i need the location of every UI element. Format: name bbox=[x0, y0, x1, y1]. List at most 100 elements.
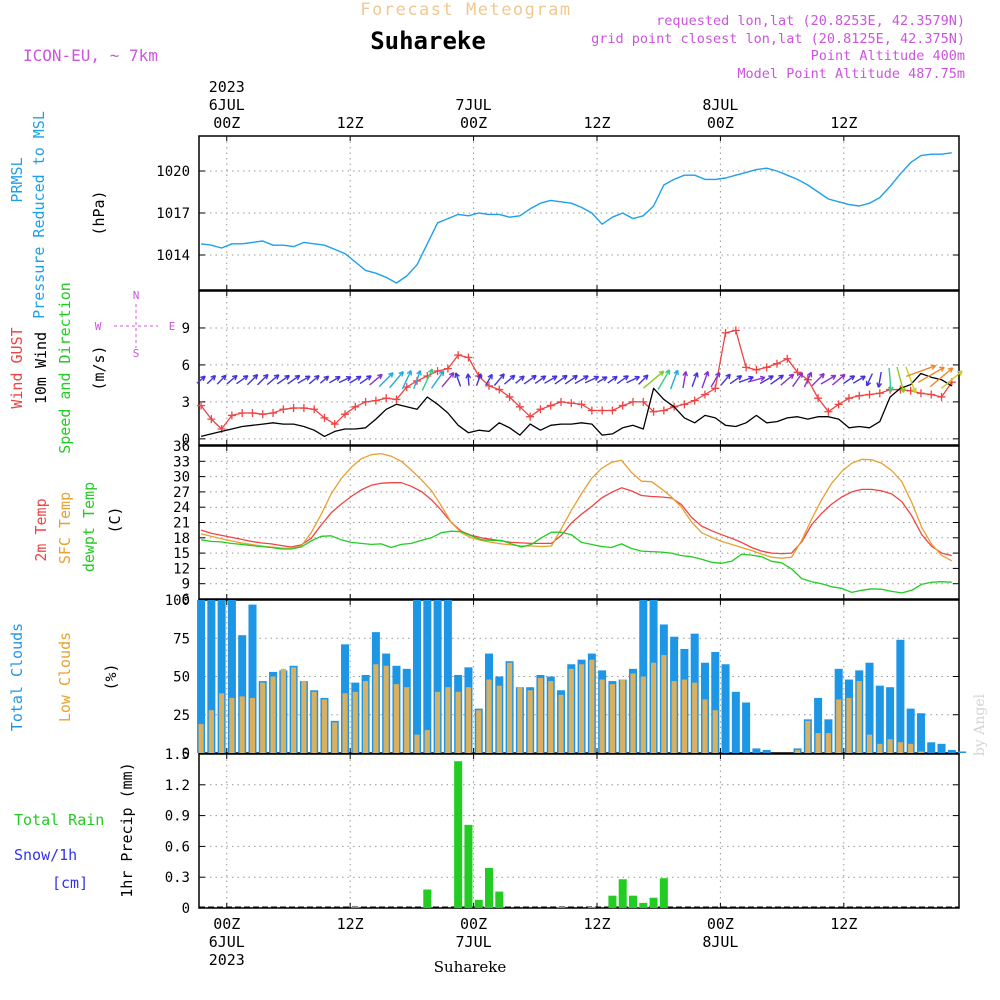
total-cloud-bar bbox=[433, 600, 442, 753]
y-tick-label: 100 bbox=[165, 593, 190, 609]
wind-direction-arrow bbox=[584, 375, 600, 384]
x-tick-label-top: 8JUL bbox=[702, 96, 738, 114]
y-tick-label: 25 bbox=[173, 708, 190, 724]
gust-marker bbox=[639, 397, 648, 406]
label-2m-temp: 2m Temp bbox=[32, 498, 50, 561]
low-cloud-bar bbox=[435, 691, 441, 753]
wind-direction-arrow bbox=[534, 375, 547, 384]
wind-direction-arrow bbox=[441, 372, 455, 388]
watermark: by Angel bbox=[972, 693, 988, 756]
low-cloud-bar bbox=[414, 734, 420, 753]
total-cloud-bar bbox=[906, 708, 915, 753]
low-cloud-bar bbox=[650, 662, 657, 753]
gust-marker bbox=[320, 413, 329, 422]
wind-direction-arrow bbox=[226, 374, 238, 385]
low-cloud-bar bbox=[383, 665, 389, 753]
wind-direction-arrow bbox=[246, 373, 259, 386]
rain-bar bbox=[495, 891, 504, 908]
label-percent: (%) bbox=[102, 663, 120, 690]
model-label: ICON-EU, ~ 7km bbox=[23, 46, 158, 65]
wind-direction-arrow bbox=[759, 375, 774, 385]
low-cloud-bar bbox=[805, 720, 811, 753]
rain-bar bbox=[659, 878, 668, 908]
y-tick-label: 0.9 bbox=[165, 809, 190, 825]
gust-marker bbox=[618, 401, 627, 410]
pressure-line bbox=[201, 152, 952, 284]
wind-direction-arrow bbox=[515, 375, 525, 384]
gust-marker bbox=[557, 397, 566, 406]
low-cloud-bar bbox=[548, 681, 554, 753]
compass-s: S bbox=[133, 347, 140, 360]
wind-direction-arrow bbox=[607, 375, 618, 384]
y-tick-label: 1020 bbox=[156, 164, 190, 180]
y-tick-label: 0 bbox=[182, 901, 190, 917]
low-cloud-bar bbox=[486, 679, 492, 753]
gust-marker bbox=[690, 396, 699, 405]
wind-direction-arrow bbox=[349, 375, 362, 384]
wind-direction-arrow bbox=[329, 375, 341, 384]
x-tick-label-bottom: 00Z bbox=[460, 915, 487, 933]
total-cloud-bar bbox=[896, 639, 905, 753]
wind-direction-arrow bbox=[682, 370, 688, 389]
gust-marker bbox=[238, 408, 247, 417]
rain-bar bbox=[649, 897, 658, 908]
low-cloud-bar bbox=[404, 687, 410, 753]
wind-direction-arrow bbox=[236, 375, 249, 385]
gust-marker bbox=[608, 406, 617, 415]
x-tick-label-top: 12Z bbox=[337, 114, 364, 132]
wind-direction-arrow bbox=[485, 373, 493, 386]
low-cloud-bar bbox=[620, 679, 626, 753]
gust-marker bbox=[783, 354, 792, 363]
total-cloud-bar bbox=[886, 687, 895, 753]
gust-marker bbox=[433, 367, 442, 376]
y-tick-label: 24 bbox=[173, 500, 190, 516]
gust-marker bbox=[330, 420, 339, 429]
label-ms: (m/s) bbox=[90, 345, 108, 390]
low-cloud-bar bbox=[270, 676, 276, 753]
total-cloud-bar bbox=[217, 600, 226, 753]
gust-marker bbox=[526, 412, 535, 421]
wind-direction-arrow bbox=[308, 374, 320, 385]
gust-marker bbox=[392, 395, 401, 404]
x-tick-label-bottom: 12Z bbox=[583, 915, 610, 933]
low-cloud-bar bbox=[877, 743, 883, 753]
low-cloud-bar bbox=[599, 679, 605, 753]
wind-direction-arrow bbox=[770, 374, 785, 385]
total-cloud-bar bbox=[207, 600, 216, 753]
y-tick-label: 1014 bbox=[156, 248, 190, 264]
x-tick-label-top: 12Z bbox=[830, 114, 857, 132]
gust-marker bbox=[577, 400, 586, 409]
low-cloud-bar bbox=[836, 699, 842, 753]
rain-bar bbox=[423, 889, 432, 908]
gust-marker bbox=[269, 408, 278, 417]
gust-marker bbox=[659, 406, 668, 415]
y-tick-label: 75 bbox=[173, 631, 190, 647]
wind-direction-arrow bbox=[196, 375, 206, 384]
temp-sfc-line bbox=[200, 452, 953, 562]
wind-direction-arrow bbox=[811, 372, 825, 387]
rain-bar bbox=[587, 906, 596, 908]
low-cloud-bar bbox=[393, 684, 400, 753]
y-tick-label: 3 bbox=[182, 395, 190, 411]
low-cloud-bar bbox=[445, 687, 451, 753]
y-tick-label: 6 bbox=[182, 358, 190, 374]
total-cloud-bar bbox=[916, 713, 925, 753]
gust-marker bbox=[844, 394, 853, 403]
wind-direction-arrow bbox=[940, 370, 963, 389]
wind-direction-arrow bbox=[421, 368, 434, 391]
label-celsius: (C) bbox=[106, 506, 124, 533]
gust-marker bbox=[454, 351, 463, 360]
chart-title: Forecast Meteogram bbox=[360, 0, 571, 20]
y-tick-label: 30 bbox=[173, 470, 190, 486]
gust-marker bbox=[515, 402, 524, 411]
low-cloud-bar bbox=[846, 697, 852, 753]
low-cloud-bar bbox=[609, 684, 615, 753]
x-tick-label-bottom: 7JUL bbox=[456, 933, 492, 951]
y-tick-label: 6 bbox=[182, 592, 190, 608]
point-altitude: Point Altitude 400m bbox=[811, 48, 965, 64]
low-cloud-bar bbox=[229, 697, 235, 753]
axes: 1014101710200369691215182124273033360255… bbox=[8, 78, 960, 969]
wind-direction-arrow bbox=[378, 372, 394, 388]
low-cloud-bar bbox=[352, 691, 358, 753]
